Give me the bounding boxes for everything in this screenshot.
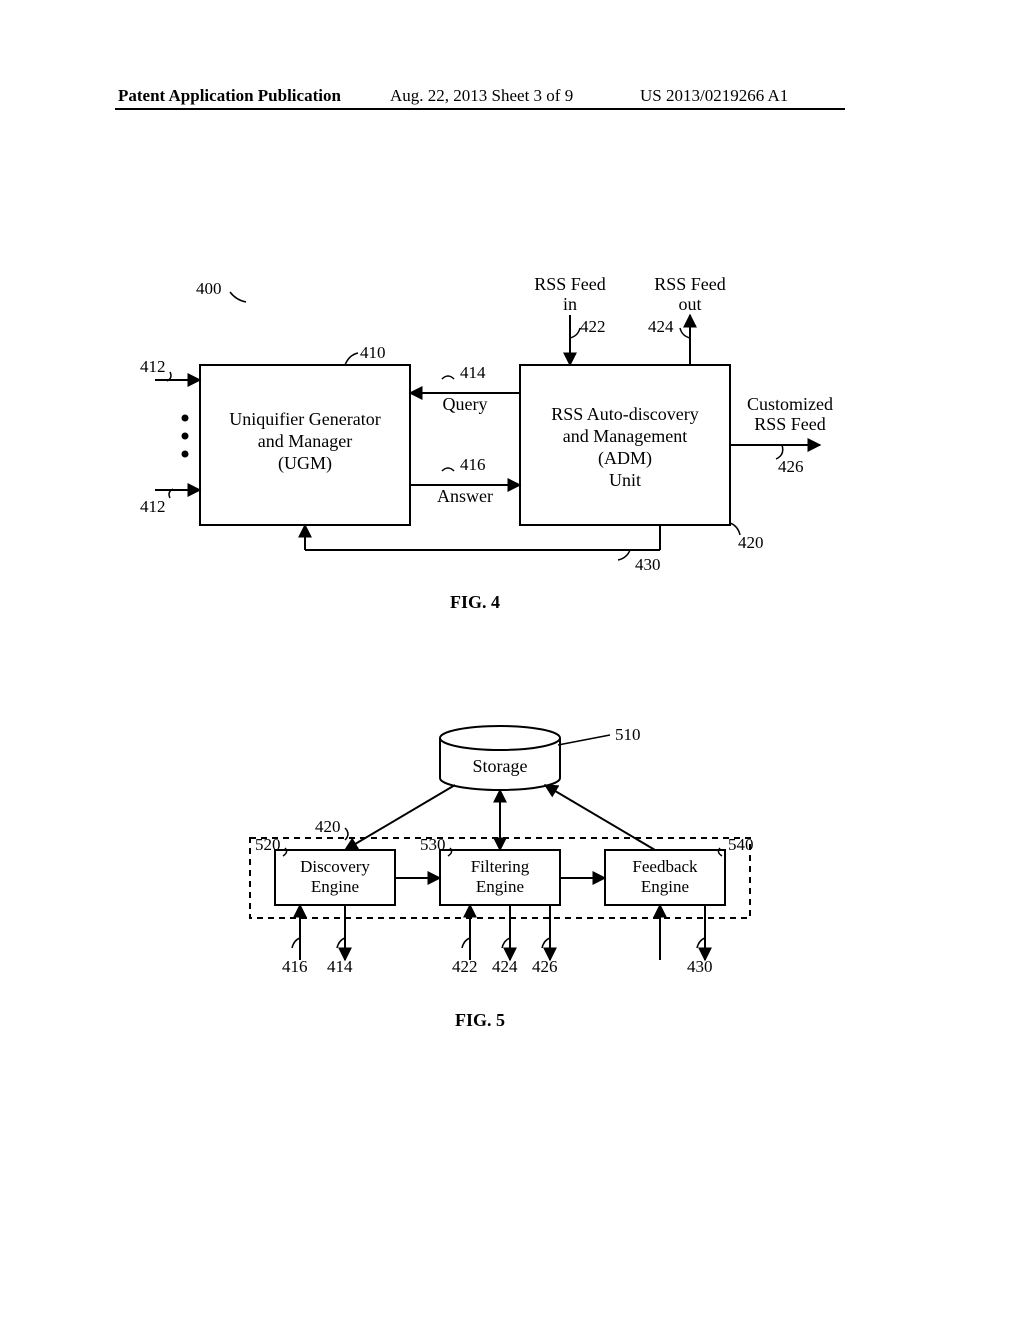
ref-416-hook <box>442 468 454 471</box>
feedback-line2: Engine <box>641 877 689 896</box>
ref-414-5-hook <box>337 938 345 948</box>
ref-426-5-hook <box>542 938 550 948</box>
page-header: Patent Application Publication Aug. 22, … <box>0 86 1024 110</box>
ref-416-5: 416 <box>282 957 308 976</box>
adm-line3: (ADM) <box>598 448 652 469</box>
ref-422-5-hook <box>462 938 470 948</box>
ref-530: 530 <box>420 835 446 854</box>
ref-414-hook <box>442 376 454 379</box>
header-right: US 2013/0219266 A1 <box>640 86 788 106</box>
filtering-line2: Engine <box>476 877 524 896</box>
ref-420-5: 420 <box>315 817 341 836</box>
custom-line2: RSS Feed <box>754 414 826 434</box>
fig5-caption: FIG. 5 <box>430 1010 530 1031</box>
rss-out-line1: RSS Feed <box>654 274 726 294</box>
rss-out-line2: out <box>678 294 701 314</box>
ugm-line2: and Manager <box>258 431 352 451</box>
ref-424-hook <box>680 328 690 338</box>
dot3 <box>182 451 189 458</box>
rss-in-line1: RSS Feed <box>534 274 606 294</box>
ref-412-top: 412 <box>140 357 166 376</box>
storage-top <box>440 726 560 750</box>
custom-line1: Customized <box>747 394 833 414</box>
discovery-line2: Engine <box>311 877 359 896</box>
feed-stor <box>545 785 655 850</box>
ref-430: 430 <box>635 555 661 574</box>
ref-520: 520 <box>255 835 281 854</box>
ref-416-5-hook <box>292 938 300 948</box>
adm-line1: RSS Auto-discovery <box>551 404 699 424</box>
ref-412-bottom: 412 <box>140 497 166 516</box>
answer-label: Answer <box>437 486 493 506</box>
ref-430-hook <box>618 550 630 560</box>
ref-430-5-hook <box>697 938 705 948</box>
ref-416: 416 <box>460 455 486 474</box>
ref-420: 420 <box>738 533 764 552</box>
ref-424-5: 424 <box>492 957 518 976</box>
ref-422-hook <box>570 328 580 338</box>
ref-426-5: 426 <box>532 957 558 976</box>
ref-420-5-hook <box>345 828 348 840</box>
ref-414-5: 414 <box>327 957 353 976</box>
ref-400-hook <box>230 292 246 302</box>
adm-line4: Unit <box>609 470 641 490</box>
adm-line2: and Management <box>563 426 687 446</box>
ref-422: 422 <box>580 317 606 336</box>
ref-422-5: 422 <box>452 957 478 976</box>
ugm-line3: (UGM) <box>278 453 332 474</box>
ref-510: 510 <box>615 725 641 744</box>
filtering-line1: Filtering <box>471 857 530 876</box>
ref-410-hook <box>345 353 358 365</box>
ugm-line1: Uniquifier Generator <box>229 409 380 429</box>
ref-424-5-hook <box>502 938 510 948</box>
ref-430-5: 430 <box>687 957 713 976</box>
header-rule <box>115 108 845 110</box>
ref-426: 426 <box>778 457 804 476</box>
fig5-svg: Storage 510 420 Discovery Engine Filteri… <box>200 720 800 1020</box>
header-center: Aug. 22, 2013 Sheet 3 of 9 <box>390 86 573 106</box>
dot1 <box>182 415 189 422</box>
rss-in-line2: in <box>563 294 577 314</box>
dot2 <box>182 433 189 440</box>
query-label: Query <box>443 394 488 414</box>
discovery-line1: Discovery <box>300 857 370 876</box>
feedback-line1: Feedback <box>632 857 698 876</box>
ref-540: 540 <box>728 835 754 854</box>
ref-410: 410 <box>360 343 386 362</box>
storage-label: Storage <box>473 756 528 776</box>
ref-400: 400 <box>196 279 222 298</box>
ref-424: 424 <box>648 317 674 336</box>
fig4-svg: Uniquifier Generator and Manager (UGM) R… <box>140 250 900 610</box>
header-left: Patent Application Publication <box>118 86 341 106</box>
ref-510-line <box>558 735 610 745</box>
ref-414: 414 <box>460 363 486 382</box>
fig4-caption: FIG. 4 <box>425 592 525 613</box>
page: Patent Application Publication Aug. 22, … <box>0 0 1024 1320</box>
